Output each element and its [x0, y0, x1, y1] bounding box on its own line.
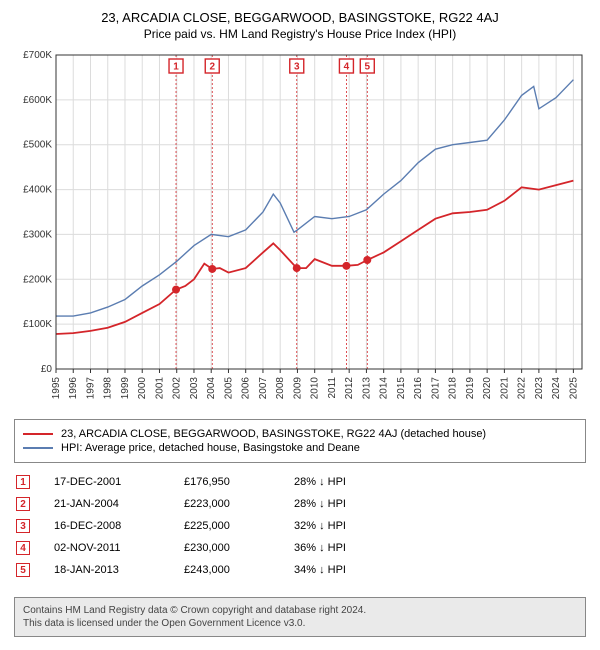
transaction-date: 21-JAN-2004 [54, 498, 184, 510]
legend-label: HPI: Average price, detached house, Basi… [61, 442, 360, 454]
transaction-diff: 28% ↓ HPI [294, 498, 394, 510]
svg-text:£0: £0 [41, 364, 53, 375]
svg-text:2018: 2018 [448, 377, 459, 400]
svg-text:1998: 1998 [103, 377, 114, 400]
footer-line-1: Contains HM Land Registry data © Crown c… [23, 604, 577, 617]
svg-text:£400K: £400K [23, 185, 52, 196]
chart-subtitle: Price paid vs. HM Land Registry's House … [10, 27, 590, 41]
legend-swatch [23, 447, 53, 449]
svg-text:1: 1 [173, 62, 179, 73]
svg-text:2024: 2024 [551, 377, 562, 400]
chart-title: 23, ARCADIA CLOSE, BEGGARWOOD, BASINGSTO… [10, 10, 590, 25]
svg-text:2021: 2021 [499, 377, 510, 400]
transaction-marker: 5 [16, 563, 30, 577]
svg-text:2014: 2014 [379, 377, 390, 400]
svg-text:2010: 2010 [310, 377, 321, 400]
svg-text:£100K: £100K [23, 319, 52, 330]
svg-text:2022: 2022 [517, 377, 528, 400]
svg-text:£200K: £200K [23, 274, 52, 285]
svg-text:1999: 1999 [120, 377, 131, 400]
svg-text:2017: 2017 [430, 377, 441, 400]
footer-attribution: Contains HM Land Registry data © Crown c… [14, 597, 586, 637]
transaction-price: £176,950 [184, 476, 294, 488]
transactions-table: 1 17-DEC-2001£176,95028% ↓ HPI 2 21-JAN-200… [14, 471, 586, 581]
transaction-diff: 34% ↓ HPI [294, 564, 394, 576]
line-chart-svg: £0 £100K £200K £300K £400K £500K £600K £700K 199… [10, 49, 590, 409]
svg-text:2007: 2007 [258, 377, 269, 400]
transaction-marker: 4 [16, 541, 30, 555]
svg-text:1995: 1995 [51, 377, 62, 400]
transaction-price: £230,000 [184, 542, 294, 554]
transaction-diff: 28% ↓ HPI [294, 476, 394, 488]
transaction-date: 16-DEC-2008 [54, 520, 184, 532]
transaction-date: 02-NOV-2011 [54, 542, 184, 554]
chart-area: £0 £100K £200K £300K £400K £500K £600K £700K 199… [10, 49, 590, 409]
legend-item: HPI: Average price, detached house, Basi… [23, 442, 577, 454]
transaction-row: 5 18-JAN-2013£243,00034% ↓ HPI [14, 559, 586, 581]
svg-text:2020: 2020 [482, 377, 493, 400]
svg-text:1997: 1997 [85, 377, 96, 400]
legend-item: 23, ARCADIA CLOSE, BEGGARWOOD, BASINGSTO… [23, 428, 577, 440]
svg-text:1996: 1996 [68, 377, 79, 400]
svg-text:2011: 2011 [327, 377, 338, 399]
svg-text:2019: 2019 [465, 377, 476, 400]
legend-swatch [23, 433, 53, 435]
transaction-marker: 3 [16, 519, 30, 533]
svg-text:5: 5 [365, 62, 371, 73]
svg-text:2013: 2013 [361, 377, 372, 400]
transaction-row: 2 21-JAN-2004£223,00028% ↓ HPI [14, 493, 586, 515]
chart-container: 23, ARCADIA CLOSE, BEGGARWOOD, BASINGSTO… [0, 0, 600, 649]
transaction-date: 17-DEC-2001 [54, 476, 184, 488]
transaction-marker: 2 [16, 497, 30, 511]
svg-text:2004: 2004 [206, 377, 217, 400]
transaction-price: £225,000 [184, 520, 294, 532]
svg-text:£500K: £500K [23, 140, 52, 151]
transaction-price: £223,000 [184, 498, 294, 510]
svg-text:£300K: £300K [23, 229, 52, 240]
svg-text:2006: 2006 [241, 377, 252, 400]
svg-text:£600K: £600K [23, 95, 52, 106]
transaction-diff: 36% ↓ HPI [294, 542, 394, 554]
svg-text:2001: 2001 [154, 377, 165, 400]
svg-text:2015: 2015 [396, 377, 407, 400]
svg-text:2002: 2002 [172, 377, 183, 400]
legend-box: 23, ARCADIA CLOSE, BEGGARWOOD, BASINGSTO… [14, 419, 586, 463]
transaction-date: 18-JAN-2013 [54, 564, 184, 576]
svg-text:2: 2 [209, 62, 215, 73]
svg-text:4: 4 [344, 62, 350, 73]
svg-text:2023: 2023 [534, 377, 545, 400]
transaction-row: 4 02-NOV-2011£230,00036% ↓ HPI [14, 537, 586, 559]
svg-text:2008: 2008 [275, 377, 286, 400]
transaction-row: 1 17-DEC-2001£176,95028% ↓ HPI [14, 471, 586, 493]
legend-label: 23, ARCADIA CLOSE, BEGGARWOOD, BASINGSTO… [61, 428, 486, 440]
transaction-diff: 32% ↓ HPI [294, 520, 394, 532]
svg-text:2025: 2025 [568, 377, 579, 400]
svg-text:2005: 2005 [223, 377, 234, 400]
svg-text:£700K: £700K [23, 50, 52, 61]
transaction-row: 3 16-DEC-2008£225,00032% ↓ HPI [14, 515, 586, 537]
svg-text:2009: 2009 [292, 377, 303, 400]
transaction-price: £243,000 [184, 564, 294, 576]
svg-text:2003: 2003 [189, 377, 200, 400]
svg-text:2012: 2012 [344, 377, 355, 400]
transaction-marker: 1 [16, 475, 30, 489]
footer-line-2: This data is licensed under the Open Gov… [23, 617, 577, 630]
svg-text:2000: 2000 [137, 377, 148, 400]
svg-text:2016: 2016 [413, 377, 424, 400]
svg-text:3: 3 [294, 62, 300, 73]
